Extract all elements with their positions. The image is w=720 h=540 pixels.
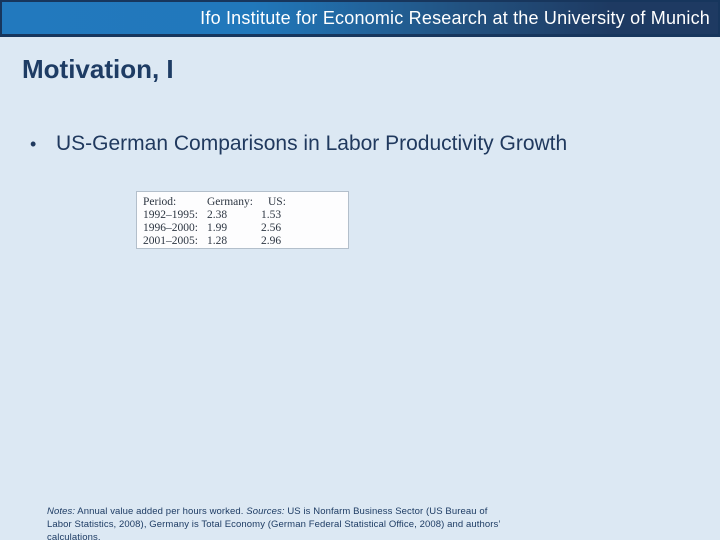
header-bar: Ifo Institute for Economic Research at t… xyxy=(0,0,720,37)
cell-us: 2.56 xyxy=(261,222,282,234)
cell-us: 2.96 xyxy=(261,235,282,247)
slide-title: Motivation, I xyxy=(22,54,174,84)
cell-us: 1.53 xyxy=(261,209,282,221)
cell-period: 1996–2000: xyxy=(143,222,198,234)
productivity-table: Period: Germany: US: 1992–1995: 2.38 1.5… xyxy=(143,196,314,248)
header-us: US: xyxy=(268,196,286,208)
header-germany: Germany: xyxy=(207,196,253,208)
cell-period: 2001–2005: xyxy=(143,235,198,247)
cell-germany: 1.99 xyxy=(207,222,228,234)
footnote: Notes: Annual value added per hours work… xyxy=(47,505,509,540)
header-period: Period: xyxy=(143,196,177,208)
table-row: 1992–1995: 2.38 1.53 xyxy=(143,209,314,222)
footnote-sources-text: US is Nonfarm Business Sector (US Bureau… xyxy=(47,506,501,540)
footnote-notes-text: Annual value added per hours worked. xyxy=(75,506,247,517)
cell-period: 1992–1995: xyxy=(143,209,198,221)
cell-germany: 2.38 xyxy=(207,209,228,221)
table-row: 1996–2000: 1.99 2.56 xyxy=(143,222,314,235)
bullet-marker: • xyxy=(30,134,37,154)
bullet-item: • US-German Comparisons in Labor Product… xyxy=(30,131,567,157)
cell-germany: 1.28 xyxy=(207,235,228,247)
institute-name: Ifo Institute for Economic Research at t… xyxy=(200,7,710,28)
footnote-notes-label: Notes: xyxy=(47,506,76,517)
bullet-text: US-German Comparisons in Labor Productiv… xyxy=(56,132,568,155)
table-row: 2001–2005: 1.28 2.96 xyxy=(143,235,314,248)
productivity-table-box: Period: Germany: US: 1992–1995: 2.38 1.5… xyxy=(136,191,349,249)
table-header-row: Period: Germany: US: xyxy=(143,196,314,209)
footnote-sources-label: Sources: xyxy=(246,506,285,517)
